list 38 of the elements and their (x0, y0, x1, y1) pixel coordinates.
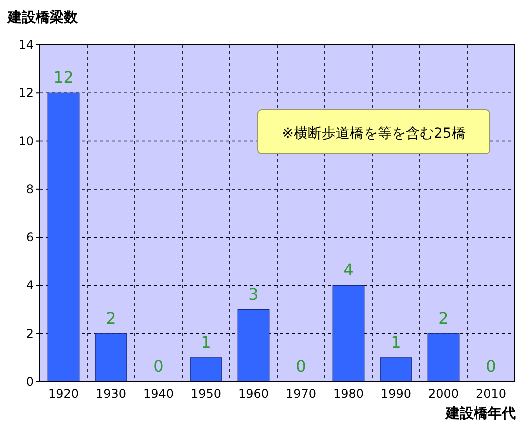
y-tick-label: 0 (26, 375, 34, 389)
bar (380, 358, 412, 382)
data-label: 0 (154, 357, 164, 376)
x-tick-label: 2010 (476, 387, 507, 401)
x-tick-label: 1930 (96, 387, 127, 401)
x-tick-label: 2000 (428, 387, 460, 401)
bar (190, 358, 222, 382)
annotation: ※横断歩道橋を等を含む25橋 (282, 126, 466, 142)
bar (48, 92, 80, 382)
bar (332, 285, 365, 382)
y-tick-label: 2 (26, 326, 34, 341)
data-label: 12 (54, 68, 74, 88)
bar (238, 309, 270, 382)
bar (95, 334, 128, 382)
x-tick-label: 1970 (286, 387, 317, 401)
x-axis-title: 建設橋年代 (445, 406, 516, 422)
data-label: 4 (344, 260, 354, 280)
x-tick-label: 1980 (333, 387, 364, 401)
x-tick-label: 1920 (48, 387, 80, 401)
data-label: 0 (296, 357, 306, 376)
x-tick-label: 1940 (143, 387, 174, 401)
y-tick-label: 12 (18, 86, 34, 100)
y-tick-label: 4 (26, 278, 34, 293)
x-tick-label: 1960 (238, 387, 270, 401)
bar (428, 334, 460, 382)
data-label: 3 (248, 284, 259, 304)
data-label: 1 (391, 332, 402, 352)
x-tick-label: 1990 (380, 387, 412, 401)
data-label: 1 (201, 332, 212, 352)
y-tick-label: 6 (26, 230, 34, 245)
y-axis-title: 建設橋梁数 (7, 9, 79, 26)
data-label: 2 (106, 308, 116, 328)
y-tick-label: 14 (18, 38, 34, 52)
y-tick-label: 10 (18, 134, 34, 148)
y-tick-label: 8 (26, 182, 34, 196)
x-tick-label: 1950 (190, 387, 222, 401)
data-label: 2 (438, 308, 449, 328)
data-label: 0 (486, 357, 496, 376)
